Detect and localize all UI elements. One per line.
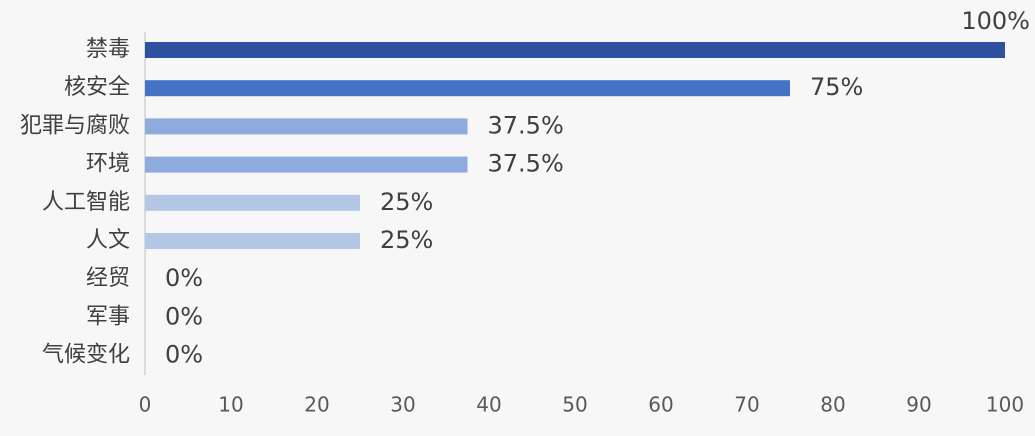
value-label: 0% <box>165 341 203 369</box>
value-label: 0% <box>165 302 203 330</box>
bar <box>145 42 1005 58</box>
category-label: 禁毒 <box>86 37 130 62</box>
x-tick-label: 30 <box>390 393 415 417</box>
value-label: 37.5% <box>488 111 564 139</box>
category-label: 人文 <box>86 228 130 253</box>
x-tick-label: 90 <box>906 393 931 417</box>
x-tick-label: 20 <box>304 393 329 417</box>
category-label: 犯罪与腐败 <box>20 113 130 138</box>
x-tick-label: 70 <box>734 393 759 417</box>
x-tick-label: 50 <box>562 393 587 417</box>
bar <box>145 118 468 135</box>
x-tick-label: 10 <box>218 393 243 417</box>
bar <box>145 80 790 97</box>
value-label: 37.5% <box>488 150 564 178</box>
bar <box>145 194 360 211</box>
x-tick-label: 60 <box>648 393 673 417</box>
category-label: 核安全 <box>64 75 130 100</box>
value-label: 0% <box>165 264 203 292</box>
category-label: 环境 <box>86 152 130 177</box>
value-label: 100% <box>961 7 1030 35</box>
category-label: 军事 <box>86 304 130 329</box>
x-tick-label: 80 <box>820 393 845 417</box>
category-label: 经贸 <box>86 266 130 291</box>
x-tick-label: 40 <box>476 393 501 417</box>
value-label: 25% <box>380 226 433 254</box>
category-label: 气候变化 <box>42 343 130 368</box>
x-tick-label: 100 <box>986 393 1024 417</box>
bar <box>145 156 468 173</box>
x-tick-label: 0 <box>139 393 152 417</box>
value-label: 75% <box>810 73 863 101</box>
category-label: 人工智能 <box>42 190 130 215</box>
bar <box>145 233 360 249</box>
value-label: 25% <box>380 188 433 216</box>
